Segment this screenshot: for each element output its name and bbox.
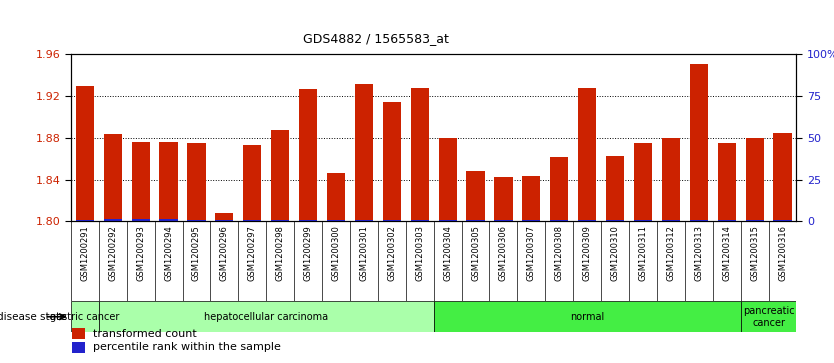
Bar: [550, 220, 568, 221]
Bar: [132, 142, 150, 221]
Bar: [606, 220, 624, 221]
Bar: [634, 143, 652, 221]
Text: GSM1200308: GSM1200308: [555, 225, 564, 281]
Bar: [522, 220, 540, 221]
Bar: [550, 157, 568, 221]
Bar: [71, 301, 98, 332]
Bar: [103, 134, 122, 221]
Bar: [159, 142, 178, 221]
Text: GSM1200292: GSM1200292: [108, 225, 118, 281]
Text: GSM1200295: GSM1200295: [192, 225, 201, 281]
Text: GSM1200316: GSM1200316: [778, 225, 787, 281]
Bar: [522, 176, 540, 221]
Text: GSM1200299: GSM1200299: [304, 225, 313, 281]
Text: GSM1200313: GSM1200313: [694, 225, 703, 281]
Text: GSM1200301: GSM1200301: [359, 225, 369, 281]
Bar: [410, 88, 429, 221]
Bar: [98, 301, 434, 332]
Text: transformed count: transformed count: [93, 329, 197, 339]
Bar: [215, 220, 234, 221]
Bar: [271, 130, 289, 221]
Text: disease state: disease state: [0, 312, 67, 322]
Bar: [103, 219, 122, 221]
Text: GSM1200296: GSM1200296: [220, 225, 229, 281]
Bar: [578, 88, 596, 221]
Bar: [132, 219, 150, 221]
Bar: [634, 220, 652, 221]
Bar: [746, 220, 764, 221]
Bar: [717, 143, 736, 221]
Text: GSM1200291: GSM1200291: [80, 225, 89, 281]
Bar: [439, 220, 457, 221]
Bar: [271, 220, 289, 221]
Text: normal: normal: [570, 312, 605, 322]
Text: GSM1200311: GSM1200311: [639, 225, 647, 281]
Bar: [466, 220, 485, 221]
Bar: [746, 138, 764, 221]
Bar: [466, 171, 485, 221]
Bar: [495, 220, 513, 221]
Text: GSM1200306: GSM1200306: [499, 225, 508, 281]
Bar: [327, 174, 345, 221]
Bar: [773, 133, 791, 221]
Text: GSM1200302: GSM1200302: [387, 225, 396, 281]
Bar: [76, 86, 94, 221]
Bar: [73, 342, 85, 353]
Bar: [578, 220, 596, 221]
Text: GSM1200307: GSM1200307: [527, 225, 536, 281]
Bar: [244, 220, 261, 221]
Bar: [383, 220, 401, 221]
Text: GSM1200304: GSM1200304: [443, 225, 452, 281]
Bar: [76, 220, 94, 221]
Text: GSM1200300: GSM1200300: [331, 225, 340, 281]
Text: GDS4882 / 1565583_at: GDS4882 / 1565583_at: [303, 32, 449, 45]
Bar: [383, 102, 401, 221]
Bar: [773, 220, 791, 221]
Text: GSM1200303: GSM1200303: [415, 225, 425, 281]
Text: GSM1200297: GSM1200297: [248, 225, 257, 281]
Bar: [606, 156, 624, 221]
Bar: [299, 220, 317, 221]
Bar: [188, 220, 205, 221]
Bar: [299, 89, 317, 221]
Bar: [354, 84, 373, 221]
Text: GSM1200312: GSM1200312: [666, 225, 676, 281]
Bar: [159, 219, 178, 221]
Bar: [327, 220, 345, 221]
Text: pancreatic
cancer: pancreatic cancer: [743, 306, 794, 327]
Text: percentile rank within the sample: percentile rank within the sample: [93, 342, 280, 352]
Bar: [690, 64, 708, 221]
Bar: [410, 220, 429, 221]
Bar: [439, 138, 457, 221]
Bar: [244, 145, 261, 221]
Text: GSM1200293: GSM1200293: [136, 225, 145, 281]
Text: GSM1200294: GSM1200294: [164, 225, 173, 281]
Bar: [662, 220, 680, 221]
Bar: [495, 176, 513, 221]
Text: GSM1200305: GSM1200305: [471, 225, 480, 281]
Bar: [662, 138, 680, 221]
Text: GSM1200315: GSM1200315: [750, 225, 759, 281]
Bar: [717, 220, 736, 221]
Text: GSM1200314: GSM1200314: [722, 225, 731, 281]
Bar: [690, 220, 708, 221]
Text: gastric cancer: gastric cancer: [50, 312, 119, 322]
Bar: [434, 301, 741, 332]
Bar: [354, 220, 373, 221]
Text: GSM1200298: GSM1200298: [276, 225, 284, 281]
Text: hepatocellular carcinoma: hepatocellular carcinoma: [204, 312, 329, 322]
Bar: [215, 213, 234, 221]
Text: GSM1200309: GSM1200309: [583, 225, 591, 281]
Bar: [188, 143, 205, 221]
Text: GSM1200310: GSM1200310: [610, 225, 620, 281]
Bar: [73, 328, 85, 339]
Bar: [741, 301, 796, 332]
